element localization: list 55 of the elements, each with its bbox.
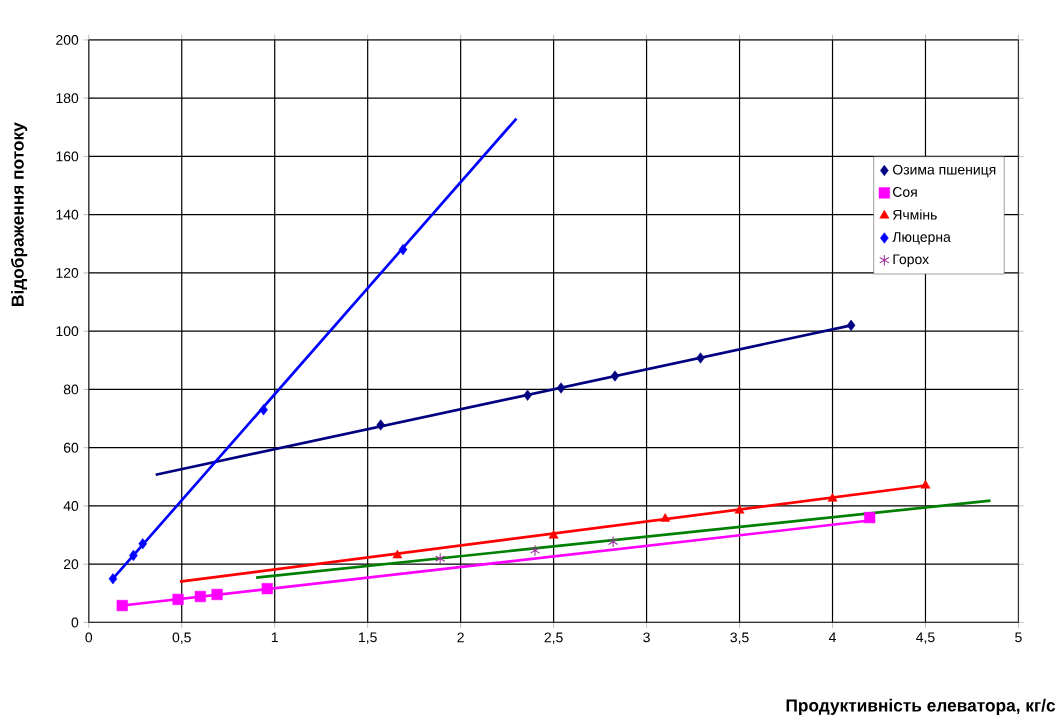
x-tick-label: 0,5 [172, 632, 191, 644]
x-tick-label: 1,5 [359, 632, 377, 644]
point [696, 352, 705, 364]
x-axis-title: Продуктивність елеватора, кг/с [786, 698, 1056, 715]
point [660, 513, 671, 522]
point [607, 535, 619, 548]
x-tick-label: 4 [828, 632, 836, 642]
x-tick-label: 4,5 [916, 632, 935, 644]
point [920, 479, 931, 489]
point [846, 319, 856, 331]
y-tick-label: 80 [63, 384, 79, 395]
y-tick-label: 120 [56, 267, 79, 278]
x-tick-label: 3 [643, 632, 650, 643]
point [864, 511, 876, 524]
legend-label: Озима пшениця [893, 164, 996, 178]
point [116, 599, 128, 612]
point [194, 590, 206, 603]
point [172, 593, 184, 605]
point [261, 582, 273, 595]
x-tick-label: 3,5 [730, 632, 749, 644]
point [827, 492, 838, 502]
point [734, 504, 745, 514]
y-tick-label: 20 [63, 559, 79, 570]
y-tick-label: 0 [71, 617, 79, 628]
point [259, 404, 268, 416]
x-tick-label: 0 [85, 632, 93, 643]
y-tick-label: 140 [56, 209, 79, 220]
legend-label: Люцерна [892, 232, 951, 245]
point [129, 549, 138, 561]
point [211, 588, 223, 600]
x-tick-label: 2 [457, 632, 464, 643]
point [548, 529, 559, 539]
legend-label: Соя [893, 186, 917, 197]
y-tick-label: 200 [56, 34, 79, 45]
y-tick-label: 60 [63, 442, 79, 453]
x-tick-label: 2,5 [544, 632, 563, 644]
point [529, 544, 541, 557]
point [398, 243, 408, 256]
point [556, 382, 566, 394]
y-tick-label: 180 [56, 93, 79, 104]
point [108, 573, 118, 585]
point [523, 389, 532, 401]
x-tick-label: 1 [271, 632, 278, 642]
legend-label: Ячмінь [892, 209, 937, 220]
point [138, 538, 147, 550]
point [376, 419, 385, 431]
x-tick-label: 5 [1015, 632, 1022, 643]
point [610, 370, 620, 382]
legend-label: Горох [893, 254, 929, 267]
y-tick-label: 40 [63, 500, 79, 511]
point [392, 549, 403, 559]
y-tick-label: 160 [56, 151, 79, 162]
point [435, 552, 446, 565]
y-axis-title: Відображення потоку [10, 122, 28, 306]
y-tick-label: 100 [56, 326, 79, 337]
